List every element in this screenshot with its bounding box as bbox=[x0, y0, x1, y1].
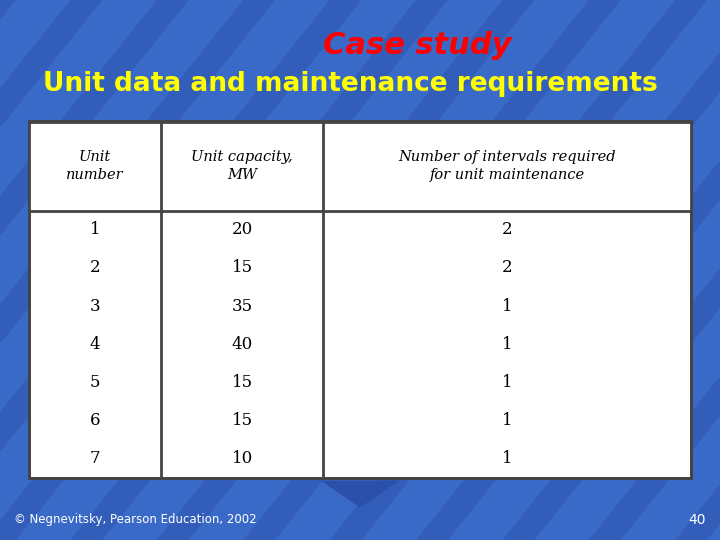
Text: Case study: Case study bbox=[323, 31, 512, 60]
Text: 10: 10 bbox=[232, 450, 253, 467]
Text: 4: 4 bbox=[90, 336, 100, 353]
Text: 35: 35 bbox=[232, 298, 253, 315]
Text: Unit
number: Unit number bbox=[66, 150, 124, 183]
Text: 40: 40 bbox=[232, 336, 253, 353]
Text: 1: 1 bbox=[502, 298, 513, 315]
Text: Number of intervals required
for unit maintenance: Number of intervals required for unit ma… bbox=[398, 150, 616, 183]
Text: 1: 1 bbox=[502, 450, 513, 467]
Bar bbox=[29, 122, 691, 478]
Text: 15: 15 bbox=[232, 412, 253, 429]
Text: 7: 7 bbox=[90, 450, 100, 467]
Text: Unit data and maintenance requirements: Unit data and maintenance requirements bbox=[43, 71, 658, 97]
Text: 6: 6 bbox=[90, 412, 100, 429]
Text: Unit capacity,
MW: Unit capacity, MW bbox=[192, 150, 293, 183]
Polygon shape bbox=[320, 481, 400, 508]
Text: 15: 15 bbox=[232, 259, 253, 276]
Text: 40: 40 bbox=[688, 512, 706, 526]
Text: 5: 5 bbox=[90, 374, 100, 391]
Text: 2: 2 bbox=[90, 259, 100, 276]
Text: 1: 1 bbox=[90, 221, 100, 238]
Text: 3: 3 bbox=[90, 298, 100, 315]
Text: 2: 2 bbox=[502, 259, 513, 276]
Text: 20: 20 bbox=[232, 221, 253, 238]
Text: 1: 1 bbox=[502, 412, 513, 429]
Bar bbox=[29, 122, 691, 211]
Text: 15: 15 bbox=[232, 374, 253, 391]
Text: 1: 1 bbox=[502, 374, 513, 391]
Text: 2: 2 bbox=[502, 221, 513, 238]
Text: © Negnevitsky, Pearson Education, 2002: © Negnevitsky, Pearson Education, 2002 bbox=[14, 514, 257, 526]
Text: 1: 1 bbox=[502, 336, 513, 353]
